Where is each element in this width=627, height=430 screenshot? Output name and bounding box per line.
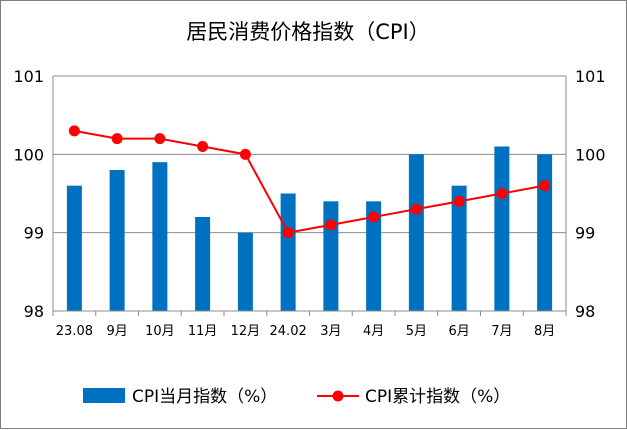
grid-lines — [53, 75, 566, 234]
line-point — [197, 141, 209, 152]
legend-bar-label: CPI当月指数（%） — [132, 387, 277, 407]
x-tick-label: 24.02 — [270, 324, 307, 339]
line-point — [282, 227, 294, 239]
bar — [494, 146, 510, 311]
bar — [152, 162, 168, 311]
bar — [109, 170, 125, 311]
line-point — [154, 133, 166, 145]
cpi-cumulative-line — [74, 129, 545, 234]
bar — [408, 154, 424, 311]
y2-tick-label: 98 — [575, 302, 595, 321]
line-point — [410, 203, 422, 215]
y-tick-label: 101 — [13, 67, 44, 86]
y-tick-label: 100 — [13, 145, 44, 164]
legend-bar-swatch — [83, 388, 125, 403]
legend-line-label: CPI累计指数（%） — [365, 387, 510, 407]
chart-title: 居民消费价格指数（CPI） — [186, 20, 430, 44]
y2-tick-label: 100 — [575, 145, 606, 164]
line-point — [539, 180, 551, 192]
line-point — [325, 219, 337, 231]
x-tick-label: 6月 — [448, 324, 469, 339]
line-point — [239, 148, 251, 160]
bar — [280, 193, 296, 311]
axes — [52, 76, 567, 316]
bar — [451, 185, 467, 311]
bar — [66, 185, 82, 311]
y-tick-label: 98 — [24, 302, 44, 321]
line-point — [68, 125, 80, 137]
line-point — [453, 195, 465, 207]
line-point — [496, 188, 508, 199]
bar — [537, 154, 553, 311]
bar — [237, 232, 253, 311]
bar — [323, 201, 339, 311]
line-point — [111, 133, 123, 145]
x-tick-label: 3月 — [320, 324, 341, 339]
x-tick-label: 5月 — [406, 324, 427, 339]
x-tick-label: 4月 — [363, 324, 384, 339]
x-tick-label: 8月 — [534, 324, 555, 339]
x-tick-label: 10月 — [145, 324, 175, 339]
y2-tick-label: 101 — [575, 67, 606, 86]
y-tick-label: 99 — [24, 224, 44, 243]
x-tick-label: 11月 — [188, 324, 218, 339]
y2-tick-label: 99 — [575, 224, 595, 243]
line-series — [68, 125, 551, 239]
bar — [366, 201, 382, 311]
x-tick-label: 7月 — [491, 324, 512, 339]
legend-line-marker — [332, 390, 344, 402]
x-tick-label: 23.08 — [56, 324, 93, 339]
x-tick-label: 12月 — [231, 324, 261, 339]
x-axis-ticks: 23.08 9月 10月 11月 12月 24.02 3月 4月 5月 6月 7月 8月 — [56, 324, 556, 339]
x-tick-label: 9月 — [106, 324, 127, 339]
legend: CPI当月指数（%） CPI累计指数（%） — [83, 387, 510, 407]
y2-axis-ticks: 98 99 100 101 — [575, 67, 606, 321]
line-point — [368, 211, 380, 223]
bar — [195, 217, 211, 311]
y-axis-ticks: 98 99 100 101 — [13, 67, 44, 321]
